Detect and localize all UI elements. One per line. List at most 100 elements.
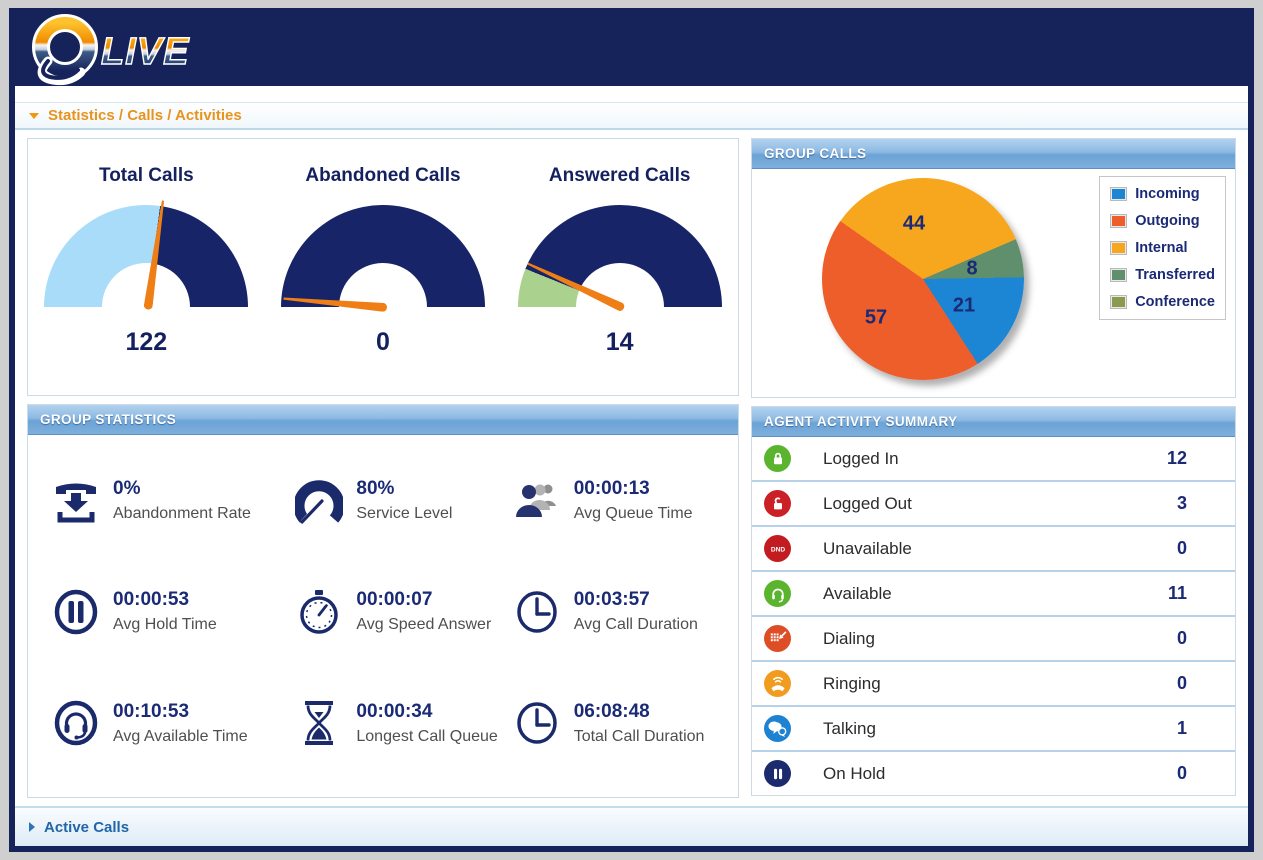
qlive-logo-icon: LIVE (32, 14, 190, 86)
stat-avg-hold-time: 00:00:53 Avg Hold Time (52, 556, 295, 667)
total-calls-gauge-chart (44, 205, 249, 308)
clock-icon (516, 591, 557, 633)
stat-avg-call-duration: 00:03:57 Avg Call Duration (513, 556, 730, 667)
app-window: LIVE Statistics / Calls / Activities Tot… (9, 8, 1254, 852)
stat-label: Avg Speed Answer (356, 616, 492, 634)
headset-icon (764, 580, 791, 607)
stat-value: 00:10:53 (113, 700, 190, 722)
agent-row-available: Available 11 (752, 572, 1235, 617)
right-column: GROUP CALLS 44 8 21 57 (751, 138, 1236, 806)
dnd-icon: DND (764, 535, 791, 562)
agent-row-logged-in: Logged In 12 (752, 437, 1235, 482)
stat-abandonment-rate: 0% Abandonment Rate (52, 445, 295, 556)
stat-value: 00:00:07 (356, 589, 433, 611)
section-statistics-label: Statistics / Calls / Activities (48, 107, 242, 124)
stat-label: Abandonment Rate (113, 505, 251, 523)
legend-item-conference[interactable]: Conference (1110, 294, 1215, 310)
svg-text:DND: DND (770, 546, 785, 553)
agent-row-label: Logged Out (823, 493, 912, 513)
legend-item-outgoing[interactable]: Outgoing (1110, 213, 1215, 229)
agent-activity-panel: AGENT ACTIVITY SUMMARY Logged In 1 (751, 406, 1236, 796)
gauge-icon (295, 480, 344, 525)
stat-value: 00:00:34 (356, 700, 433, 722)
stat-label: Avg Available Time (113, 727, 248, 745)
gauge-title: Abandoned Calls (305, 165, 461, 186)
agent-row-label: Logged In (823, 448, 899, 468)
agent-row-dialing: Dialing 0 (752, 617, 1235, 662)
ringing-phone-icon (764, 670, 791, 697)
stat-value: 0% (113, 478, 141, 500)
stat-value: 00:00:13 (573, 478, 650, 500)
left-column: Total Calls 122 Abandoned Calls (27, 138, 739, 806)
gauge-answered-calls: Answered Calls 14 (501, 139, 738, 395)
pie-legend: Incoming Outgoing Internal (1099, 176, 1226, 320)
pie-label-internal: 44 (902, 212, 926, 235)
top-header-bar: LIVE (15, 14, 1248, 86)
stat-label: Avg Queue Time (573, 505, 693, 523)
group-calls-header: GROUP CALLS (752, 139, 1235, 169)
stat-avg-queue-time: 00:00:13 Avg Queue Time (513, 445, 730, 556)
agent-activity-header: AGENT ACTIVITY SUMMARY (752, 407, 1235, 437)
unlock-icon (764, 490, 791, 517)
stat-label: Avg Call Duration (573, 616, 698, 634)
agent-activity-rows: Logged In 12 Logged Out 3 (752, 437, 1235, 795)
stat-avg-speed-answer: 00:00:07 Avg Speed Answer (295, 556, 512, 667)
pause-icon (764, 760, 791, 787)
agent-row-value: 0 (1176, 628, 1187, 648)
legend-label: Outgoing (1135, 213, 1200, 229)
stopwatch-icon (300, 589, 339, 634)
chevron-right-icon (29, 822, 35, 832)
section-active-calls[interactable]: Active Calls (15, 806, 1248, 846)
agent-row-value: 3 (1176, 493, 1187, 513)
agent-row-label: Talking (823, 718, 876, 738)
stat-total-call-duration: 06:08:48 Total Call Duration (513, 668, 730, 779)
agent-row-value: 12 (1166, 448, 1187, 468)
gauge-value: 14 (605, 328, 634, 356)
agent-row-logged-out: Logged Out 3 (752, 482, 1235, 527)
gauge-total-calls: Total Calls 122 (28, 139, 265, 395)
agent-row-value: 0 (1176, 763, 1187, 783)
phone-abandoned-icon (56, 483, 96, 523)
stat-value: 00:00:53 (113, 589, 190, 611)
pie-label-transferred: 8 (966, 257, 978, 280)
gauge-value: 122 (125, 328, 168, 356)
pie-chart: 44 8 21 57 (822, 178, 1024, 380)
agent-row-label: On Hold (823, 763, 886, 783)
dialpad-icon (764, 625, 791, 652)
legend-item-internal[interactable]: Internal (1110, 240, 1215, 256)
stat-label: Total Call Duration (573, 727, 705, 745)
legend-swatch (1110, 295, 1128, 309)
group-statistics-grid: 0% Abandonment Rate 80% (28, 435, 738, 797)
panel-title: AGENT ACTIVITY SUMMARY (764, 414, 958, 429)
pie-label-incoming: 21 (952, 294, 976, 317)
agent-row-label: Available (823, 583, 892, 603)
legend-item-incoming[interactable]: Incoming (1110, 186, 1215, 202)
agent-row-label: Dialing (823, 628, 875, 648)
agent-row-value: 0 (1176, 538, 1187, 558)
agent-row-value: 1 (1176, 718, 1187, 738)
logo-live-text: LIVE (101, 31, 190, 73)
pause-circle-icon (54, 589, 98, 635)
stat-service-level: 80% Service Level (295, 445, 512, 556)
stat-avg-available-time: 00:10:53 Avg Available Time (52, 668, 295, 779)
agent-row-talking: Talking 1 (752, 707, 1235, 752)
legend-item-transferred[interactable]: Transferred (1110, 267, 1215, 283)
lock-icon (764, 445, 791, 472)
legend-swatch (1110, 241, 1128, 255)
section-active-calls-label: Active Calls (44, 818, 130, 836)
agent-row-label: Ringing (823, 673, 881, 693)
stat-longest-call-queue: 00:00:34 Longest Call Queue (295, 668, 512, 779)
panel-title: GROUP CALLS (764, 146, 867, 161)
header-substrip (15, 86, 1248, 103)
gauge-title: Total Calls (99, 165, 194, 186)
legend-swatch (1110, 187, 1128, 201)
group-statistics-header: GROUP STATISTICS (28, 405, 738, 435)
agent-row-on-hold: On Hold 0 (752, 752, 1235, 795)
clock-icon (516, 702, 557, 745)
chevron-down-icon (29, 112, 39, 119)
section-statistics-calls-activities[interactable]: Statistics / Calls / Activities (15, 103, 1248, 130)
stat-value: 06:08:48 (573, 700, 650, 722)
agent-row-value: 0 (1176, 673, 1187, 693)
legend-swatch (1110, 268, 1128, 282)
agent-row-unavailable: DND Unavailable 0 (752, 527, 1235, 572)
